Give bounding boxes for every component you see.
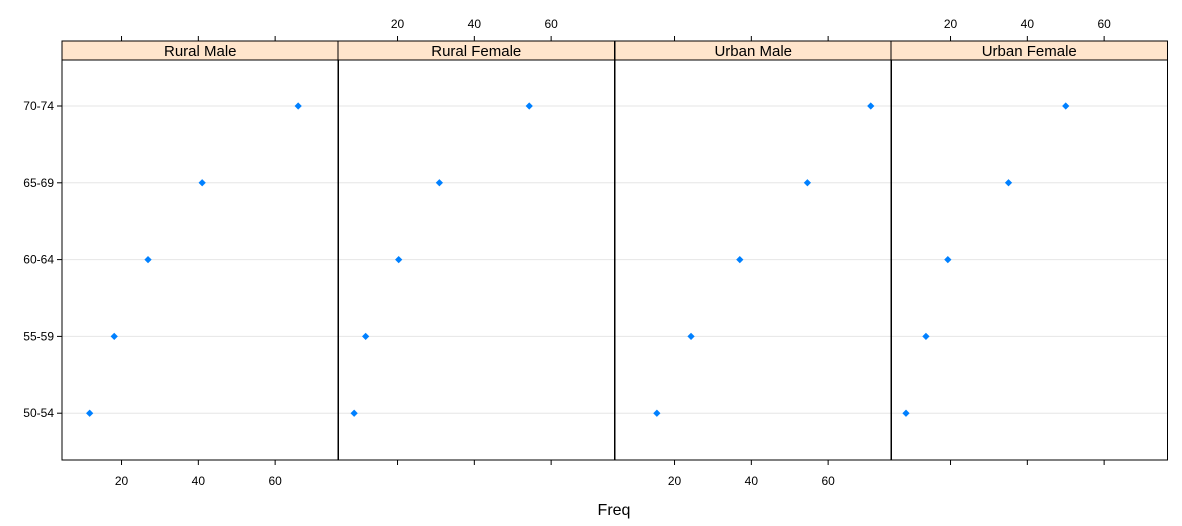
ticks-layer: 50-54 55-59 60-64 65-69 70-74 20 40 60 20 40 60 20 4… — [23, 17, 1111, 488]
x-tick-label: 60 — [268, 474, 282, 488]
x-tick-label: 40 — [192, 474, 206, 488]
panel-strip-label: Urban Male — [714, 43, 792, 60]
data-point — [86, 409, 94, 417]
x-tick-label: 20 — [391, 17, 405, 31]
data-point — [525, 102, 533, 110]
data-point — [1062, 102, 1070, 110]
x-tick-label: 60 — [544, 17, 558, 31]
x-tick-label: 40 — [468, 17, 482, 31]
frames-layer: Rural Male Rural Female Urban Male Urban Fe… — [61, 40, 1168, 461]
data-point — [294, 102, 302, 110]
data-point — [902, 409, 910, 417]
data-point — [867, 102, 875, 110]
data-point — [395, 255, 403, 264]
y-tick-label: 60-64 — [23, 253, 54, 267]
panel-strip-label: Rural Female — [431, 43, 521, 60]
grid-layer — [62, 105, 1168, 414]
data-point — [350, 409, 358, 417]
x-tick-label: 20 — [115, 474, 129, 488]
data-point — [110, 332, 118, 341]
y-tick-label: 65-69 — [23, 176, 54, 190]
x-tick-label: 60 — [821, 474, 835, 488]
data-point — [736, 255, 744, 264]
x-tick-label: 60 — [1097, 17, 1111, 31]
data-point — [687, 332, 695, 341]
panel-frame — [890, 59, 1168, 461]
data-point — [198, 179, 206, 187]
points-layer — [86, 102, 1070, 417]
x-tick-label: 40 — [1021, 17, 1035, 31]
data-point — [1004, 179, 1013, 187]
data-point — [144, 255, 152, 264]
data-point — [944, 255, 952, 264]
y-tick-label: 55-59 — [23, 329, 54, 343]
panel-strip-label: Urban Female — [982, 43, 1077, 60]
panel-strip-label: Rural Male — [164, 43, 237, 60]
x-tick-label: 20 — [668, 474, 682, 488]
y-tick-label: 50-54 — [23, 406, 54, 420]
data-point — [803, 179, 812, 187]
data-point — [435, 179, 444, 187]
x-tick-label: 40 — [745, 474, 759, 488]
data-point — [362, 332, 370, 341]
x-axis-title: Freq — [598, 502, 631, 519]
data-point — [922, 332, 930, 341]
x-tick-label: 20 — [944, 17, 958, 31]
data-point — [653, 409, 661, 417]
y-tick-label: 70-74 — [23, 99, 54, 113]
